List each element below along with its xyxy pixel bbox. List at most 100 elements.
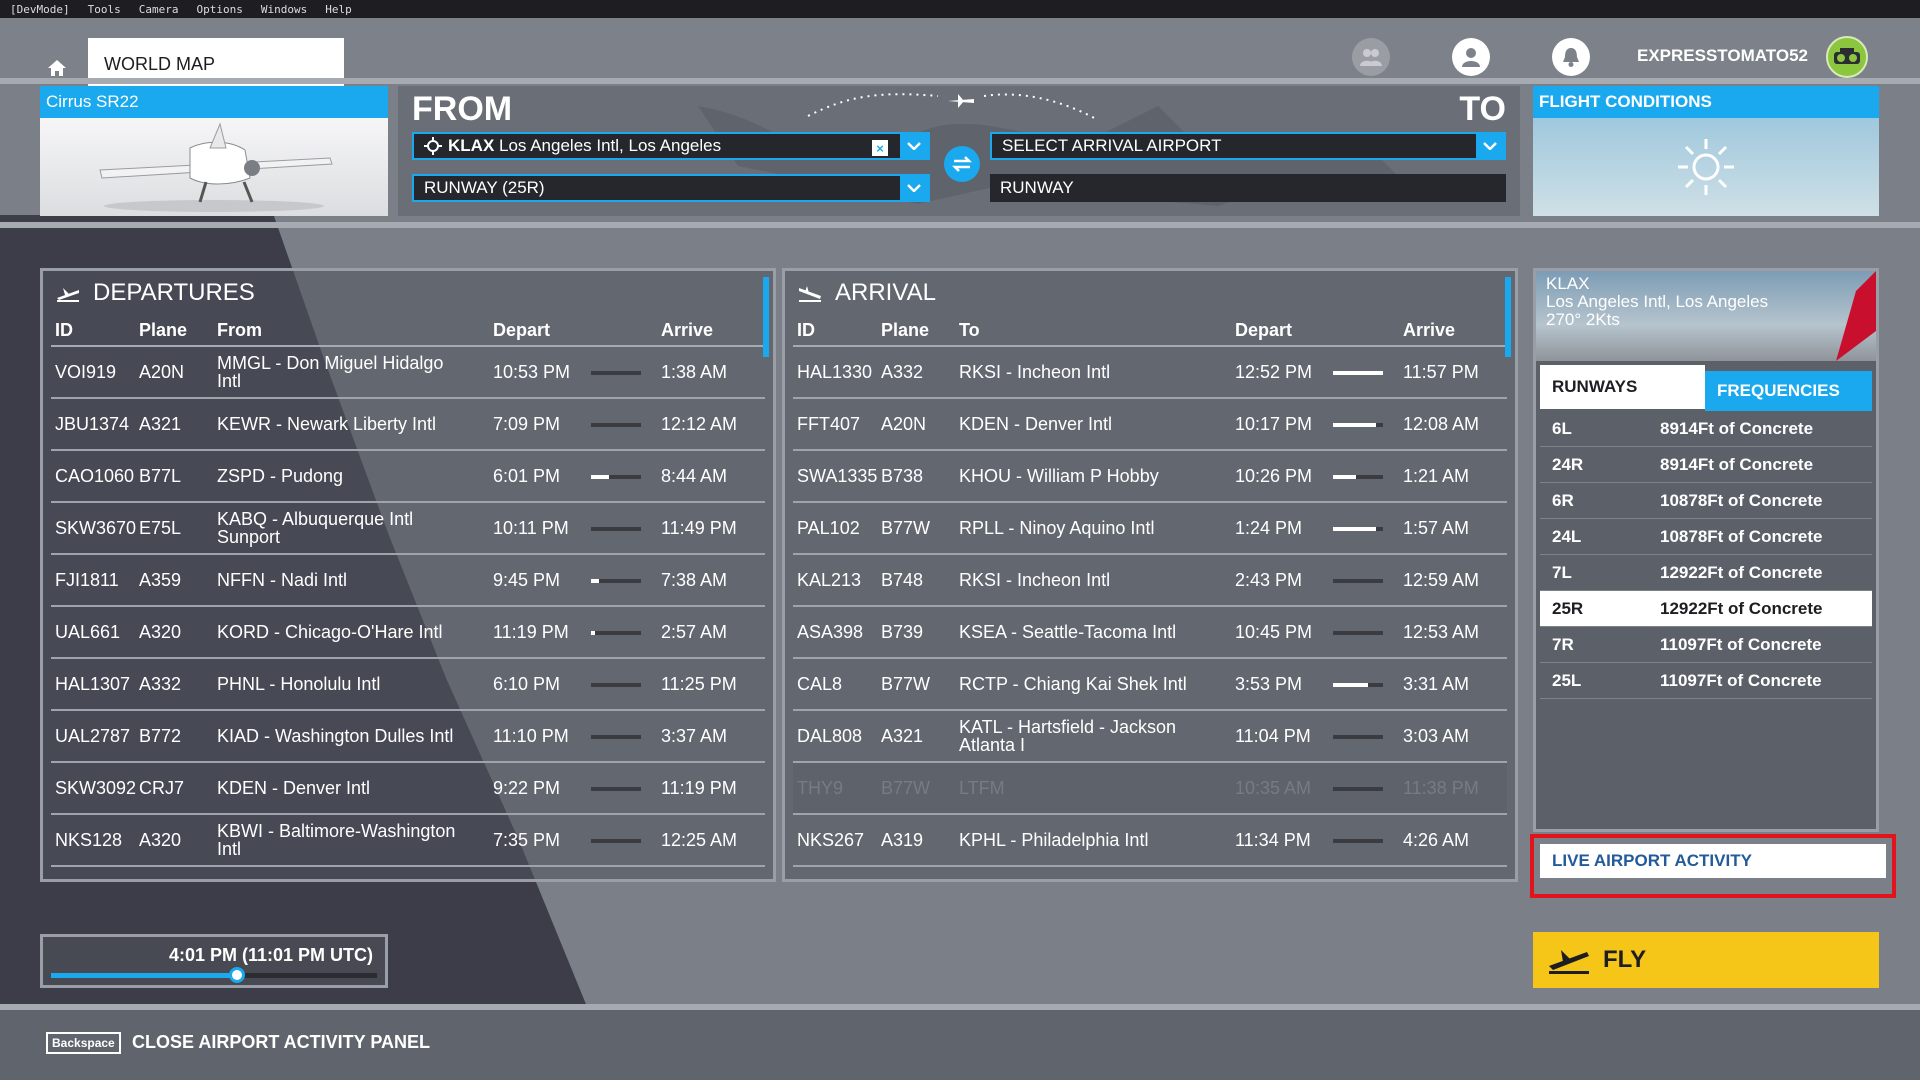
menu-help[interactable]: Help — [325, 2, 352, 16]
runway-row[interactable]: 6L 8914Ft of Concrete — [1540, 411, 1872, 447]
table-row[interactable]: VOI919 A20N MMGL - Don Miguel Hidalgo Intl… — [51, 347, 765, 399]
table-row[interactable]: SKW3670 E75L KABQ - Albuquerque Intl Sunpo… — [51, 503, 765, 555]
table-row[interactable]: UAL2787 B772 KIAD - Washington Dulles Intl… — [51, 711, 765, 763]
col-arrive[interactable]: Arrive — [1403, 319, 1456, 340]
backspace-key-hint: Backspace — [46, 1032, 121, 1054]
depart-time: 10:53 PM — [493, 361, 571, 382]
menu-camera[interactable]: Camera — [138, 2, 179, 16]
col-from[interactable]: From — [217, 319, 262, 340]
flight-conditions-card[interactable]: FLIGHT CONDITIONS — [1533, 86, 1879, 216]
menu-tools[interactable]: Tools — [87, 2, 121, 16]
chevron-down-icon[interactable] — [900, 176, 928, 200]
notification-bell-icon[interactable] — [1552, 38, 1590, 76]
table-row[interactable]: PAL102 B77W RPLL - Ninoy Aquino Intl 1:24 P… — [793, 503, 1507, 555]
plane-type: A320 — [139, 621, 182, 642]
table-row[interactable]: FJI1811 A359 NFFN - Nadi Intl 9:45 PM 7:38 A… — [51, 555, 765, 607]
plane-type: A359 — [139, 569, 182, 590]
origin-airport: PHNL - Honolulu Intl — [217, 674, 381, 694]
tab-frequencies[interactable]: FREQUENCIES — [1705, 371, 1872, 411]
departure-runway-value: RUNWAY (25R) — [424, 178, 545, 197]
flight-progress-bar — [591, 475, 641, 479]
runway-name: 6L — [1552, 418, 1572, 438]
close-panel-action[interactable]: CLOSE AIRPORT ACTIVITY PANEL — [132, 1032, 431, 1052]
table-row[interactable]: CAO1060 B77L ZSPD - Pudong 6:01 PM 8:44 AM — [51, 451, 765, 503]
table-row[interactable]: NKS267 A319 KPHL - Philadelphia Intl 11:34 … — [793, 815, 1507, 867]
runway-row[interactable]: 24L 10878Ft of Concrete — [1540, 519, 1872, 555]
table-row[interactable]: FFT407 A20N KDEN - Denver Intl 10:17 PM 12:0… — [793, 399, 1507, 451]
table-row[interactable]: SKW3092 CRJ7 KDEN - Denver Intl 9:22 PM 11:1… — [51, 763, 765, 815]
table-row[interactable]: ASA398 B739 KSEA - Seattle-Tacoma Intl 10:4… — [793, 607, 1507, 659]
chevron-down-icon[interactable] — [900, 134, 928, 158]
runway-name: 24L — [1552, 526, 1582, 546]
airport-name: Los Angeles Intl, Los Angeles — [1546, 292, 1769, 311]
table-row[interactable]: CAL8 B77W RCTP - Chiang Kai Shek Intl 3:53 … — [793, 659, 1507, 711]
menu-windows[interactable]: Windows — [260, 2, 308, 16]
col-plane[interactable]: Plane — [139, 319, 188, 340]
runway-row[interactable]: 25L 11097Ft of Concrete — [1540, 663, 1872, 699]
runway-row[interactable]: 24R 8914Ft of Concrete — [1540, 447, 1872, 483]
arrivals-scrollbar[interactable] — [1505, 277, 1511, 357]
avatar-icon — [1834, 48, 1860, 64]
arrivals-header: ARRIVAL — [785, 271, 1515, 315]
chevron-down-icon[interactable] — [1476, 134, 1504, 158]
runway-description: 10878Ft of Concrete — [1660, 526, 1823, 546]
menu-devmode[interactable]: [DevMode] — [10, 2, 70, 16]
col-id[interactable]: ID — [797, 319, 815, 340]
clear-icon[interactable]: × — [872, 140, 888, 156]
col-id[interactable]: ID — [55, 319, 73, 340]
table-row[interactable]: THY9 B77W LTFM 10:35 AM 11:38 PM — [793, 763, 1507, 815]
live-airport-activity-button[interactable]: LIVE AIRPORT ACTIVITY — [1540, 844, 1886, 878]
username[interactable]: EXPRESSTOMATO52 — [1637, 46, 1808, 65]
time-slider-track[interactable] — [51, 973, 377, 978]
fly-button[interactable]: FLY — [1533, 932, 1879, 988]
arrive-time: 11:25 PM — [661, 673, 737, 694]
time-control: 4:01 PM (11:01 PM UTC) — [40, 934, 388, 988]
flight-id: VOI919 — [55, 361, 117, 382]
depart-time: 10:26 PM — [1235, 465, 1313, 486]
depart-time: 2:43 PM — [1235, 569, 1303, 590]
arrival-runway-select[interactable]: RUNWAY — [990, 174, 1506, 202]
table-row[interactable]: JBU1374 A321 KEWR - Newark Liberty Intl 7:0… — [51, 399, 765, 451]
section-divider — [0, 222, 1920, 228]
airport-wind: 270° 2Kts — [1546, 310, 1620, 329]
swap-airports-button[interactable] — [944, 146, 980, 182]
departures-scrollbar[interactable] — [763, 277, 769, 357]
runway-row[interactable]: 7R 11097Ft of Concrete — [1540, 627, 1872, 663]
tab-runways[interactable]: RUNWAYS — [1540, 365, 1705, 409]
col-depart[interactable]: Depart — [1235, 319, 1293, 340]
time-slider-handle[interactable] — [228, 967, 245, 983]
runway-name: 6R — [1552, 490, 1574, 510]
to-label: TO — [1459, 90, 1506, 128]
col-arrive[interactable]: Arrive — [661, 319, 714, 340]
header-divider — [0, 78, 1920, 84]
runway-row[interactable]: 7L 12922Ft of Concrete — [1540, 555, 1872, 591]
profile-icon[interactable] — [1452, 38, 1490, 76]
runway-row[interactable]: 6R 10878Ft of Concrete — [1540, 483, 1872, 519]
table-row[interactable]: KAL213 B748 RKSI - Incheon Intl 2:43 PM 12:5… — [793, 555, 1507, 607]
table-row[interactable]: UAL661 A320 KORD - Chicago-O'Hare Intl 11:1… — [51, 607, 765, 659]
departures-header: DEPARTURES — [43, 271, 773, 315]
col-depart[interactable]: Depart — [493, 319, 551, 340]
friends-icon[interactable] — [1352, 38, 1390, 76]
col-to[interactable]: To — [959, 319, 980, 340]
departure-runway-select[interactable]: RUNWAY (25R) — [412, 174, 930, 202]
airport-tabs: RUNWAYS FREQUENCIES — [1540, 365, 1872, 411]
menu-options[interactable]: Options — [196, 2, 243, 16]
top-bar: WORLD MAP EXPRESSTOMATO52 — [0, 18, 1920, 91]
table-row[interactable]: HAL1330 A332 RKSI - Incheon Intl 12:52 PM 11… — [793, 347, 1507, 399]
table-row[interactable]: SWA1335 B738 KHOU - William P Hobby 10:26 P… — [793, 451, 1507, 503]
flight-id: UAL661 — [55, 621, 121, 642]
aircraft-card[interactable]: Cirrus SR22 — [40, 86, 388, 216]
table-row[interactable]: DAL808 A321 KATL - Hartsfield - Jackson At… — [793, 711, 1507, 763]
depart-time: 3:53 PM — [1235, 673, 1303, 694]
departure-airport-select[interactable]: KLAX Los Angeles Intl, Los Angeles × — [412, 132, 930, 160]
flight-id: SWA1335 — [797, 465, 878, 486]
avatar[interactable] — [1826, 36, 1868, 78]
arrive-time: 8:44 AM — [661, 465, 728, 486]
runway-row[interactable]: 25R 12922Ft of Concrete — [1540, 591, 1872, 627]
col-plane[interactable]: Plane — [881, 319, 930, 340]
table-row[interactable]: NKS128 A320 KBWI - Baltimore-Washington In… — [51, 815, 765, 867]
arrival-airport-select[interactable]: SELECT ARRIVAL AIRPORT — [990, 132, 1506, 160]
depart-time: 11:19 PM — [493, 621, 569, 642]
table-row[interactable]: HAL1307 A332 PHNL - Honolulu Intl 6:10 PM 11… — [51, 659, 765, 711]
